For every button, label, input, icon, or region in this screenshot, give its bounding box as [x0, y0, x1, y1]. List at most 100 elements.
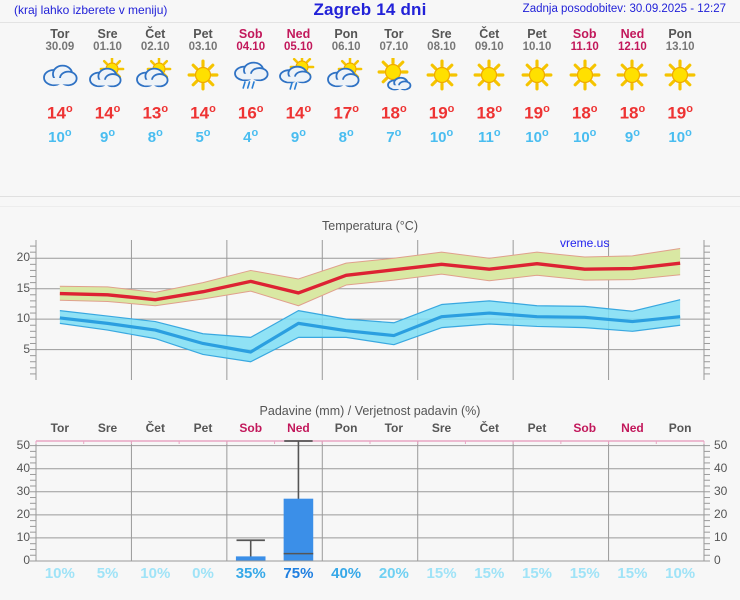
precipitation-probability: 10%	[44, 565, 75, 582]
temperature-y-tick-label: 10	[16, 311, 30, 326]
day-date: 30.09	[45, 41, 75, 53]
precipitation-day-label: Sre	[431, 421, 452, 435]
precipitation-probability: 10%	[665, 565, 696, 582]
day-column[interactable]: Ned 12.10 18o 9o	[606, 23, 659, 147]
day-name: Sre	[97, 27, 118, 41]
rain-icon	[224, 56, 277, 96]
precipitation-probability: 15%	[521, 565, 553, 582]
temp-min: 9o	[100, 126, 116, 146]
day-column[interactable]: Čet 02.10 13o 8o	[129, 23, 182, 147]
precipitation-y-tick-label-left: 50	[16, 437, 30, 452]
day-name: Tor	[50, 27, 70, 41]
temp-max: 18o	[571, 103, 598, 123]
day-column[interactable]: Pon 13.10 19o 10o	[654, 23, 707, 147]
day-name: Sob	[238, 27, 263, 41]
temp-min: 9o	[624, 126, 640, 146]
page-title: Zagreb 14 dni	[313, 0, 427, 19]
daily-forecast-strip: Tor 30.09 14o 10o Sre 01.10 14o 9o Čet 02.10 13o 8o…	[0, 23, 740, 163]
page-header: (kraj lahko izberete v meniju) Zagreb 14…	[0, 0, 740, 22]
day-column[interactable]: Pet 10.10 19o 10o	[511, 23, 564, 147]
temp-min: 10o	[572, 126, 597, 146]
sunny-icon	[415, 56, 468, 96]
sunny-icon	[511, 56, 564, 96]
day-date: 09.10	[474, 41, 504, 53]
precipitation-day-label: Pet	[193, 421, 213, 435]
precipitation-day-label: Tor	[384, 421, 404, 435]
day-name: Čet	[145, 27, 166, 41]
precipitation-probability: 5%	[96, 565, 119, 582]
precipitation-y-tick-label-right: 20	[714, 506, 728, 521]
day-name: Pon	[334, 27, 358, 41]
day-column[interactable]: Čet 09.10 18o 11o	[463, 23, 516, 147]
sun-small-cloud-icon	[367, 56, 420, 96]
temperature-chart-title: Temperatura (°C)	[322, 219, 418, 233]
precipitation-day-label: Sob	[573, 421, 597, 435]
precipitation-day-label: Pon	[668, 421, 692, 435]
day-name: Pon	[668, 27, 692, 41]
temp-min: 11o	[477, 126, 501, 146]
temperature-y-tick-label: 15	[16, 280, 30, 295]
temp-max: 14o	[47, 103, 73, 123]
temperature-y-tick-label: 5	[23, 341, 30, 356]
temp-max: 13o	[142, 103, 169, 123]
day-column[interactable]: Sre 01.10 14o 9o	[81, 23, 134, 147]
day-column[interactable]: Pet 03.10 14o 5o	[177, 23, 230, 147]
day-column[interactable]: Tor 07.10 18o 7o	[367, 23, 420, 147]
precipitation-y-tick-label-right: 50	[714, 437, 728, 452]
precipitation-day-label: Čet	[145, 421, 165, 435]
precipitation-probability: 40%	[331, 565, 362, 582]
precipitation-y-tick-label-right: 40	[714, 460, 728, 475]
sunny-icon	[463, 56, 516, 96]
precipitation-probability: 20%	[378, 565, 409, 582]
cloudy-icon	[33, 56, 86, 96]
temp-max: 19o	[428, 103, 455, 123]
precipitation-probability: 10%	[140, 565, 171, 582]
partly-sunny-icon	[320, 56, 373, 96]
day-column[interactable]: Pon 06.10 17o 8o	[320, 23, 373, 147]
day-date: 02.10	[140, 41, 170, 53]
temp-min: 10o	[668, 126, 692, 146]
temp-min: 5o	[195, 126, 211, 146]
day-name: Sre	[431, 27, 452, 41]
day-name: Pet	[527, 27, 547, 41]
day-column[interactable]: Tor 30.09 14o 10o	[33, 23, 86, 147]
precipitation-probability: 35%	[235, 565, 266, 582]
day-column[interactable]: Sob 04.10 16o 4o	[224, 23, 277, 147]
section-divider-top	[0, 196, 740, 197]
day-date: 12.10	[618, 41, 647, 53]
temp-max: 17o	[333, 103, 359, 123]
day-name: Čet	[479, 27, 500, 41]
temp-max: 16o	[237, 103, 264, 123]
temp-min: 10o	[525, 126, 549, 146]
day-date: 11.10	[570, 41, 599, 53]
partly-sunny-icon	[129, 56, 182, 96]
day-column[interactable]: Sob 11.10 18o 10o	[558, 23, 611, 147]
sun-rain-icon	[272, 56, 325, 96]
temp-min: 8o	[147, 126, 163, 146]
temp-min: 9o	[290, 126, 306, 146]
day-date: 13.10	[665, 41, 695, 53]
precipitation-day-label: Pon	[334, 421, 358, 435]
sunny-icon	[177, 56, 230, 96]
precipitation-probability: 15%	[617, 565, 648, 582]
temp-min: 7o	[386, 126, 402, 146]
partly-sunny-icon	[81, 56, 134, 96]
temp-max: 18o	[381, 103, 407, 123]
day-column[interactable]: Ned 05.10 14o 9o	[272, 23, 325, 147]
precipitation-chart: Padavine (mm) / Verjetnost padavin (%) T…	[0, 403, 740, 600]
temp-max: 18o	[476, 103, 503, 123]
precipitation-day-label: Tor	[50, 421, 70, 435]
temp-min: 8o	[338, 126, 354, 146]
precipitation-day-label: Čet	[479, 421, 499, 435]
precipitation-day-label: Sre	[97, 421, 118, 435]
temp-max: 19o	[667, 103, 693, 123]
precipitation-y-tick-label-left: 40	[16, 460, 30, 475]
day-column[interactable]: Sre 08.10 19o 10o	[415, 23, 468, 147]
day-name: Ned	[286, 27, 311, 41]
day-date: 04.10	[236, 41, 266, 53]
day-date: 10.10	[522, 41, 552, 53]
sunny-icon	[558, 56, 611, 96]
day-date: 01.10	[93, 41, 122, 53]
day-date: 06.10	[331, 41, 361, 53]
temp-max: 18o	[619, 103, 646, 123]
